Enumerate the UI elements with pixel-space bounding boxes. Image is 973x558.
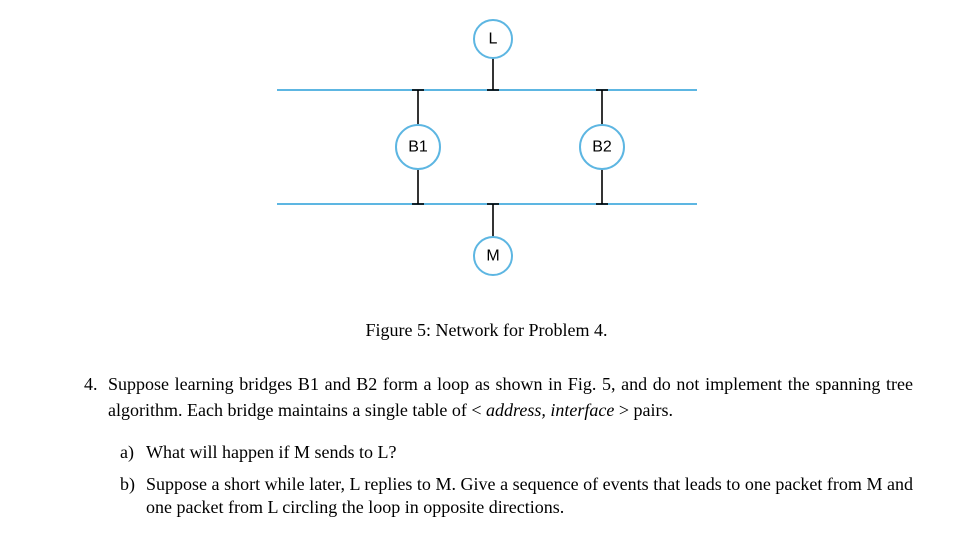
problem-sublist: a) What will happen if M sends to L? b) … [108, 441, 913, 519]
subitem-label-b: b) [120, 473, 135, 496]
problem-stem-text-2: > pairs. [619, 400, 673, 420]
problem-subitem-b: b) Suppose a short while later, L replie… [146, 473, 913, 520]
subitem-text-b: Suppose a short while later, L replies t… [146, 474, 913, 517]
figure-caption: Figure 5: Network for Problem 4. [0, 320, 973, 341]
subitem-text-a: What will happen if M sends to L? [146, 442, 396, 462]
network-diagram: L B1 B2 M [32, 8, 942, 288]
problem-stem: 4. Suppose learning bridges B1 and B2 fo… [108, 371, 913, 423]
figure-area: L B1 B2 M Figure 5: Network for Problem 4. [0, 0, 973, 341]
problem-stem-emph: address, interface [486, 400, 619, 420]
problem-block: 4. Suppose learning bridges B1 and B2 fo… [0, 371, 973, 519]
subitem-label-a: a) [120, 441, 134, 464]
problem-subitem-a: a) What will happen if M sends to L? [146, 441, 913, 464]
problem-number: 4. [84, 371, 98, 397]
node-label-l: L [488, 31, 497, 48]
node-label-m: M [486, 248, 499, 265]
node-label-b1: B1 [408, 139, 428, 156]
node-label-b2: B2 [592, 139, 612, 156]
